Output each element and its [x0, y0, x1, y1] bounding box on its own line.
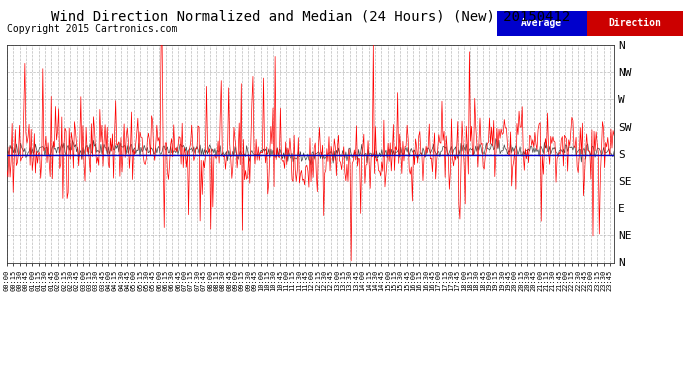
- Text: Average: Average: [521, 18, 562, 28]
- Text: Wind Direction Normalized and Median (24 Hours) (New) 20150412: Wind Direction Normalized and Median (24…: [51, 9, 570, 23]
- Text: Copyright 2015 Cartronics.com: Copyright 2015 Cartronics.com: [7, 24, 177, 34]
- Text: Direction: Direction: [609, 18, 661, 28]
